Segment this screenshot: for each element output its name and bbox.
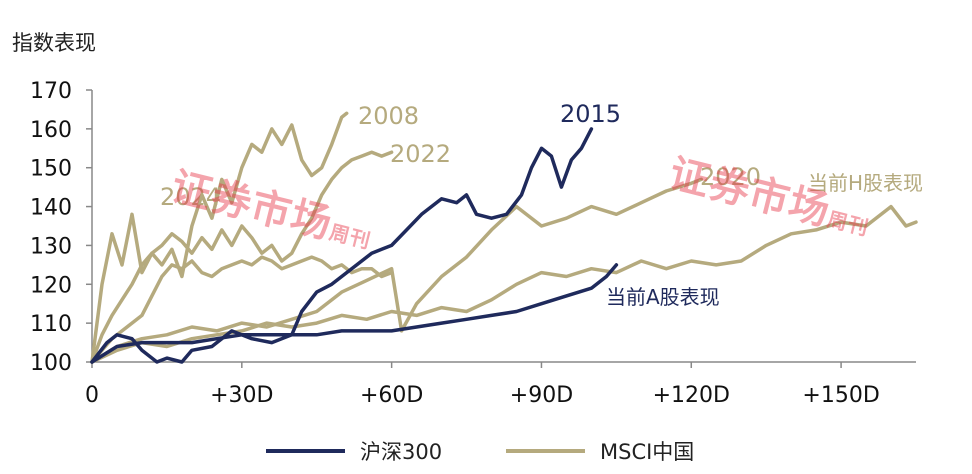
series-line-2015 xyxy=(90,127,594,364)
series-label-2022: 2022 xyxy=(390,140,451,168)
x-tick-label: +90D xyxy=(510,383,573,408)
series-labels: 2015 当前A股表现 2008 2022 2024 2020 当前H股表现 xyxy=(160,100,923,309)
y-tick-label: 150 xyxy=(30,157,72,182)
series-label-2024: 2024 xyxy=(160,183,221,211)
y-tick-label: 120 xyxy=(30,273,72,298)
x-tick-label: +150D xyxy=(802,383,879,408)
y-tick-label: 130 xyxy=(30,234,72,259)
series-line-2022 xyxy=(90,150,394,364)
x-tick-label: +60D xyxy=(360,383,423,408)
y-tick-label: 160 xyxy=(30,118,72,143)
x-tick-label: 0 xyxy=(85,383,99,408)
series-label-2008: 2008 xyxy=(358,102,419,130)
y-tick-label: 110 xyxy=(30,312,72,337)
series-label-当前H股表现: 当前H股表现 xyxy=(808,171,923,195)
y-tick-label: 170 xyxy=(30,79,72,104)
x-axis: 0 +30D +60D +90D +120D +150D xyxy=(85,361,916,408)
y-tick-label: 100 xyxy=(30,351,72,376)
legend-label-hs300: 沪深300 xyxy=(360,440,442,464)
series-label-2015: 2015 xyxy=(560,100,621,128)
x-tick-label: +120D xyxy=(653,383,730,408)
series-label-当前A股表现: 当前A股表现 xyxy=(606,285,720,309)
y-axis: 100 110 120 130 140 150 160 170 xyxy=(30,79,93,376)
x-tick-label: +30D xyxy=(210,383,273,408)
legend-label-msci: MSCI中国 xyxy=(600,440,694,464)
y-tick-label: 140 xyxy=(30,196,72,221)
y-axis-title: 指数表现 xyxy=(12,31,96,55)
legend: 沪深300 MSCI中国 xyxy=(266,440,694,464)
series-label-2020: 2020 xyxy=(700,163,761,191)
series-layer xyxy=(90,111,918,364)
series-line-2008 xyxy=(90,111,349,364)
series-line-当前A股表现 xyxy=(90,263,619,364)
series-line-2024 xyxy=(90,255,394,364)
